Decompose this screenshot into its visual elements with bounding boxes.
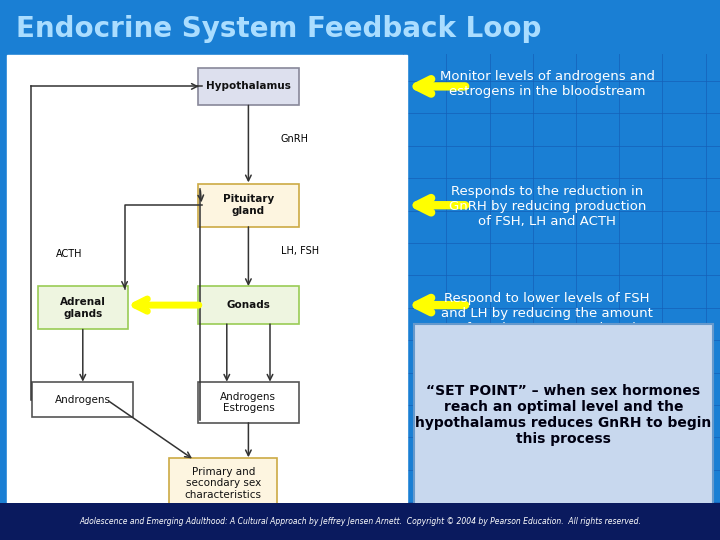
FancyBboxPatch shape	[0, 503, 720, 540]
FancyBboxPatch shape	[198, 382, 299, 422]
FancyBboxPatch shape	[7, 55, 407, 503]
FancyBboxPatch shape	[169, 458, 277, 509]
Text: Pituitary
gland: Pituitary gland	[222, 194, 274, 216]
Text: Respond to lower levels of FSH
and LH by reducing the amount
of sex hormones pro: Respond to lower levels of FSH and LH by…	[441, 292, 653, 335]
Text: Primary and
secondary sex
characteristics: Primary and secondary sex characteristic…	[185, 467, 261, 500]
Text: “SET POINT” – when sex hormones
reach an optimal level and the
hypothalamus redu: “SET POINT” – when sex hormones reach an…	[415, 384, 711, 446]
FancyBboxPatch shape	[414, 324, 713, 506]
Text: Androgens: Androgens	[55, 395, 111, 404]
Text: Endocrine System Feedback Loop: Endocrine System Feedback Loop	[16, 15, 541, 43]
Text: Adrenal
glands: Adrenal glands	[60, 297, 106, 319]
Text: Monitor levels of androgens and
estrogens in the bloodstream: Monitor levels of androgens and estrogen…	[440, 70, 654, 98]
Text: Adolescence and Emerging Adulthood: A Cultural Approach by Jeffrey Jensen Arnett: Adolescence and Emerging Adulthood: A Cu…	[79, 517, 641, 526]
Text: Responds to the reduction in
GnRH by reducing production
of FSH, LH and ACTH: Responds to the reduction in GnRH by red…	[449, 185, 646, 228]
FancyBboxPatch shape	[198, 68, 299, 105]
FancyBboxPatch shape	[32, 382, 133, 417]
FancyBboxPatch shape	[0, 0, 720, 54]
Text: LH, FSH: LH, FSH	[281, 246, 319, 256]
FancyBboxPatch shape	[198, 184, 299, 227]
Text: Hypothalamus: Hypothalamus	[206, 82, 291, 91]
FancyBboxPatch shape	[38, 286, 128, 329]
Text: GnRH: GnRH	[281, 134, 309, 144]
Text: Gonads: Gonads	[227, 300, 270, 310]
FancyBboxPatch shape	[198, 286, 299, 324]
Text: Androgens
Estrogens: Androgens Estrogens	[220, 392, 276, 413]
Text: ACTH: ACTH	[56, 249, 83, 259]
